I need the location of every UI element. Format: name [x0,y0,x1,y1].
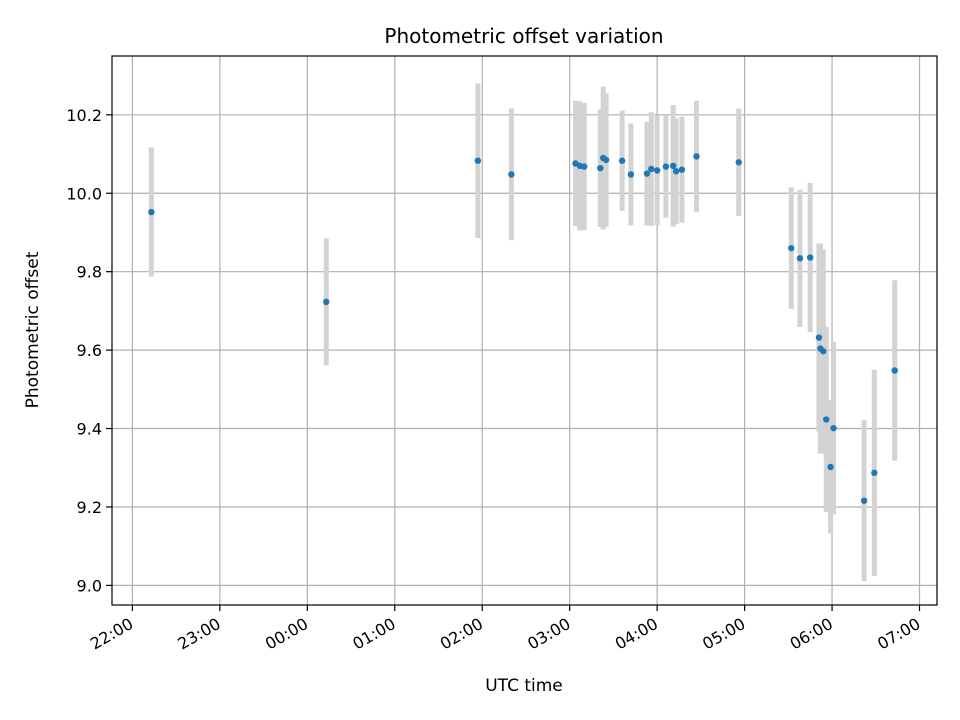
x-axis-label: UTC time [485,676,563,696]
data-point [653,167,661,174]
data-point [820,348,827,355]
data-point [796,255,804,262]
data-point [602,156,610,164]
data-point [788,244,795,252]
data-point [693,153,700,160]
chart-title: Photometric offset variation [384,24,663,48]
data-point [891,367,898,374]
data-point [672,168,680,175]
data-point [508,171,515,178]
data-point [323,298,330,306]
data-point [860,497,868,504]
data-point [648,165,655,173]
data-point [581,163,588,170]
grid-lines [112,56,937,605]
y-tick-label: 9.6 [77,341,102,360]
y-axis-label: Photometric offset [23,251,43,408]
y-tick-label: 9.0 [77,576,102,595]
data-point [830,424,837,432]
data-point [678,166,686,173]
data-point [815,334,823,341]
y-tick-label: 9.8 [77,263,102,282]
y-tick-label: 10.2 [66,106,102,125]
data-point [474,157,482,164]
plot-frame [111,55,938,606]
data-point [597,164,604,172]
data-point [669,162,677,169]
y-tick-label: 9.2 [77,498,102,517]
data-point [735,159,742,166]
data-point [618,157,626,164]
data-point [871,469,878,477]
data-point [806,254,814,261]
data-point [827,463,834,471]
y-tick-label: 9.4 [77,420,102,439]
data-point [662,163,670,170]
data-point [823,416,830,423]
data-point [627,171,635,178]
data-points [148,153,898,504]
data-point [148,208,155,216]
data-point [643,170,651,177]
y-tick-label: 10.0 [66,184,102,203]
y-axis-ticks: 9.0 9.2 9.4 9.6 9.8 10.0 10.2 [66,106,112,595]
